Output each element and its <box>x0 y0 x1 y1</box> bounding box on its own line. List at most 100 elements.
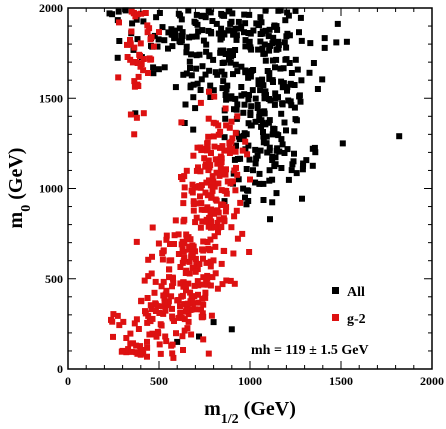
data-point <box>122 7 129 14</box>
data-point <box>127 330 134 337</box>
data-point <box>266 144 273 151</box>
data-point <box>131 320 138 327</box>
data-point <box>161 37 168 44</box>
data-point <box>110 333 116 340</box>
data-point <box>133 16 140 23</box>
data-point <box>248 122 255 129</box>
data-point <box>169 274 176 281</box>
data-point <box>253 155 260 162</box>
data-point <box>128 348 135 355</box>
data-point <box>198 306 204 313</box>
data-point <box>292 116 299 123</box>
data-point <box>208 29 214 35</box>
data-point <box>199 63 206 70</box>
data-point <box>247 73 254 80</box>
data-point <box>137 40 144 47</box>
data-point <box>236 133 242 140</box>
data-point <box>277 7 284 14</box>
data-point <box>207 162 214 169</box>
data-point <box>155 36 162 43</box>
data-point <box>144 338 150 345</box>
data-point <box>241 29 247 36</box>
data-point <box>276 148 283 155</box>
data-point <box>246 156 253 163</box>
data-point <box>168 257 175 264</box>
data-point <box>201 155 208 162</box>
data-point <box>170 354 177 361</box>
data-point <box>207 82 214 89</box>
data-point <box>145 312 152 319</box>
data-point <box>162 291 169 298</box>
data-point <box>212 156 219 163</box>
data-point <box>283 44 290 51</box>
data-point <box>161 64 168 71</box>
data-point <box>148 34 155 41</box>
data-point <box>269 40 276 47</box>
data-point <box>180 200 187 207</box>
data-point <box>179 176 186 183</box>
data-point <box>179 33 186 40</box>
data-point <box>228 224 235 231</box>
data-point <box>192 105 199 112</box>
data-point <box>183 287 189 294</box>
data-point <box>214 160 221 167</box>
data-point <box>116 322 123 329</box>
data-point <box>242 43 249 50</box>
y-tick-label: 2000 <box>39 1 63 15</box>
data-point <box>180 347 186 353</box>
data-point <box>114 312 121 319</box>
data-point <box>203 179 210 186</box>
data-point <box>182 270 189 276</box>
data-point <box>184 300 191 307</box>
data-point <box>261 110 268 117</box>
data-point <box>135 83 142 89</box>
data-point <box>142 10 149 16</box>
data-point <box>172 217 179 224</box>
data-point <box>178 16 185 23</box>
data-point <box>182 101 189 108</box>
data-point <box>115 8 122 15</box>
data-point <box>206 53 213 60</box>
data-point <box>248 103 255 110</box>
data-point <box>150 70 157 77</box>
data-point <box>278 165 285 171</box>
data-point <box>182 282 189 289</box>
data-point <box>245 30 252 36</box>
data-point <box>266 26 273 33</box>
data-point <box>142 308 148 315</box>
data-point <box>274 26 281 33</box>
data-point <box>200 255 206 262</box>
data-point <box>208 150 214 156</box>
data-point <box>233 164 239 171</box>
data-point <box>215 30 222 37</box>
legend-label-g2: g-2 <box>347 312 366 327</box>
data-point <box>291 128 298 135</box>
data-point <box>269 157 276 163</box>
data-point <box>200 238 207 245</box>
data-point <box>192 255 199 262</box>
data-point <box>165 29 172 36</box>
data-point <box>180 248 187 255</box>
data-point <box>230 250 237 257</box>
data-point <box>310 60 317 66</box>
data-point <box>188 331 195 338</box>
data-point <box>240 185 247 192</box>
data-point <box>158 283 165 290</box>
data-point <box>144 29 151 36</box>
data-point <box>146 25 153 32</box>
data-point <box>223 86 230 93</box>
data-point <box>240 109 247 116</box>
data-point <box>259 45 266 52</box>
data-point <box>196 333 202 340</box>
data-point <box>200 37 207 44</box>
data-point <box>167 241 173 247</box>
data-point <box>234 113 241 120</box>
data-point <box>208 206 215 213</box>
data-point <box>339 140 346 147</box>
data-point <box>258 19 265 26</box>
data-point <box>284 9 291 16</box>
data-point <box>230 30 237 37</box>
data-point <box>245 142 252 149</box>
data-point <box>241 130 248 137</box>
